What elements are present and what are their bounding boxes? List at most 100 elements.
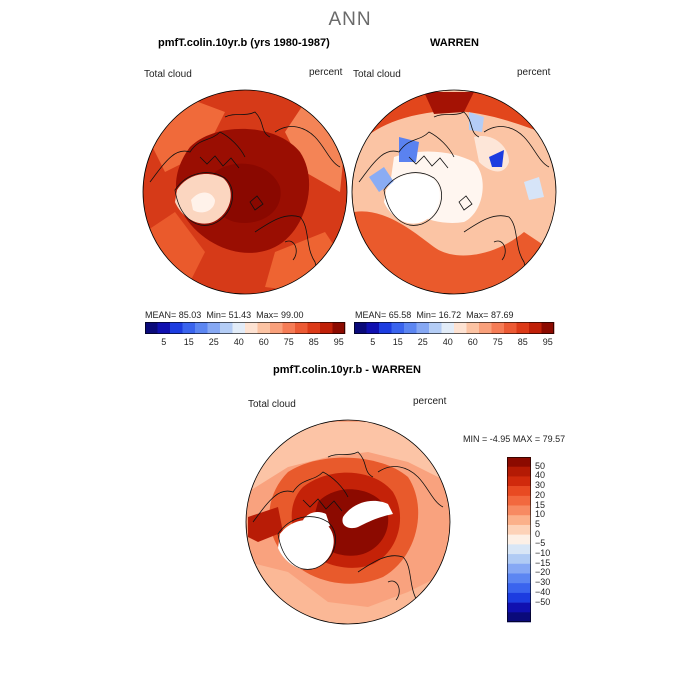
panel2-units-label: percent (517, 67, 551, 78)
panel3-stats: MIN = -4.95 MAX = 79.57 (463, 434, 565, 444)
colorbar-tick-label: 25 (417, 337, 428, 347)
colorbar-swatch (145, 322, 158, 334)
colorbar-swatch (379, 322, 392, 334)
panel1-map-border (142, 89, 348, 295)
colorbar-tick-label: 60 (467, 337, 478, 347)
colorbar-tick-label: 85 (517, 337, 528, 347)
panel1-title: pmfT.colin.10yr.b (yrs 1980-1987) (158, 37, 330, 49)
colorbar-swatch (429, 322, 442, 334)
panel1-colorbar-ticks: 5 15 25 40 60 75 85 95 (145, 337, 345, 349)
panel1-coastline (284, 240, 297, 261)
panel3-variable-label: Total cloud (248, 399, 296, 410)
colorbar-tick-label: 40 (535, 470, 546, 481)
panel3-map-border (245, 419, 451, 625)
colorbar-swatch (507, 602, 531, 613)
colorbar-swatch (507, 505, 531, 516)
colorbar-tick-label: 0 (535, 528, 541, 539)
panel3-coastlines (252, 451, 444, 624)
colorbar-swatch (491, 322, 505, 334)
colorbar-tick-label: 40 (233, 337, 244, 347)
panel1-coastline (149, 131, 246, 183)
panel1-field-patch (285, 102, 345, 192)
colorbar-tick-label: 95 (542, 337, 553, 347)
panel1-greenland-min (191, 192, 215, 213)
colorbar-swatch (354, 322, 367, 334)
panel1-field-core (211, 163, 281, 223)
panel2-mean-label: MEAN= (355, 310, 387, 320)
colorbar-swatch (466, 322, 480, 334)
colorbar-swatch (507, 466, 531, 477)
colorbar-tick-label: 10 (535, 509, 546, 520)
colorbar-tick-label: 15 (535, 499, 546, 510)
colorbar-swatch (195, 322, 208, 334)
colorbar-tick-label: 40 (442, 337, 453, 347)
panel2-title: WARREN (430, 37, 479, 49)
colorbar-swatch (507, 515, 531, 526)
colorbar-swatch (220, 322, 233, 334)
panel2-min-value: 16.72 (438, 310, 462, 320)
colorbar-swatch (504, 322, 517, 334)
colorbar-swatch (332, 322, 346, 334)
colorbar-tick-label: 5 (161, 337, 167, 347)
colorbar-swatch (507, 583, 531, 594)
panel3-min-label: MIN = (463, 434, 488, 444)
colorbar-tick-label: −50 (535, 596, 551, 607)
colorbar-tick-label: 60 (258, 337, 269, 347)
panel2-greenland (384, 174, 440, 224)
panel1-max-value: 99.00 (280, 310, 304, 320)
colorbar-swatch (507, 457, 531, 468)
colorbar-swatch (245, 322, 258, 334)
panel3-max-label: MAX = (512, 434, 541, 444)
panel3-colorbar-ticks: 50 40 30 20 15 10 5 0 −5 −10 −15 −20 −30 −40 −50 (533, 457, 573, 622)
panel2-colorbar (354, 322, 555, 334)
colorbar-swatch (307, 322, 321, 334)
colorbar-tick-label: 95 (333, 337, 344, 347)
panel2-min-label: Min= (416, 310, 437, 320)
colorbar-tick-label: 5 (535, 518, 541, 529)
panel2-blue-patch (469, 112, 484, 132)
panel3-coastline (277, 516, 336, 570)
panel1-mean-value: 85.03 (178, 310, 202, 320)
panel1-polar-map (142, 89, 348, 295)
panel1-coastline (224, 111, 271, 138)
colorbar-swatch (507, 612, 531, 623)
panel2-coastline (433, 111, 480, 138)
page-title: ANN (328, 9, 372, 30)
panel1-coastline (249, 195, 264, 211)
colorbar-swatch (270, 322, 283, 334)
panel1-max-label: Max= (256, 310, 279, 320)
panel2-max-value: 87.69 (490, 310, 514, 320)
colorbar-tick-label: −5 (535, 538, 546, 549)
panel3-min-value: -4.95 (489, 434, 511, 444)
colorbar-tick-label: −15 (535, 557, 551, 568)
colorbar-swatch (454, 322, 467, 334)
panel2-coastline (358, 131, 455, 183)
colorbar-swatch (207, 322, 221, 334)
panel1-stats: MEAN= 85.03 Min= 51.43 Max= 99.00 (145, 310, 303, 320)
panel3-field-patch (248, 507, 283, 542)
colorbar-swatch (507, 554, 531, 565)
colorbar-outline (507, 457, 531, 622)
colorbar-tick-label: −40 (535, 586, 551, 597)
colorbar-tick-label: 5 (370, 337, 376, 347)
panel2-blue-patch (369, 167, 394, 192)
colorbar-tick-label: 50 (535, 460, 546, 471)
panel2-field-patch (354, 92, 554, 152)
colorbar-swatch (157, 322, 171, 334)
colorbar-swatch (507, 544, 531, 555)
panel2-coastline (408, 155, 449, 169)
panel3-coastline (252, 471, 349, 523)
colorbar-swatch (507, 592, 531, 603)
panel2-polar-map (351, 89, 557, 295)
colorbar-tick-label: −20 (535, 567, 551, 578)
panel2-coastline (493, 240, 506, 261)
panel3-field-patch (248, 422, 448, 492)
colorbar-tick-label: 75 (492, 337, 503, 347)
panel2-blue-patch (399, 137, 419, 162)
colorbar-swatch (404, 322, 417, 334)
colorbar-swatch (170, 322, 183, 334)
panel2-blue-patch (489, 150, 504, 167)
panel2-stats: MEAN= 65.58 Min= 16.72 Max= 87.69 (355, 310, 513, 320)
panel2-field-patch (424, 92, 474, 114)
panel1-coastline (274, 126, 341, 168)
